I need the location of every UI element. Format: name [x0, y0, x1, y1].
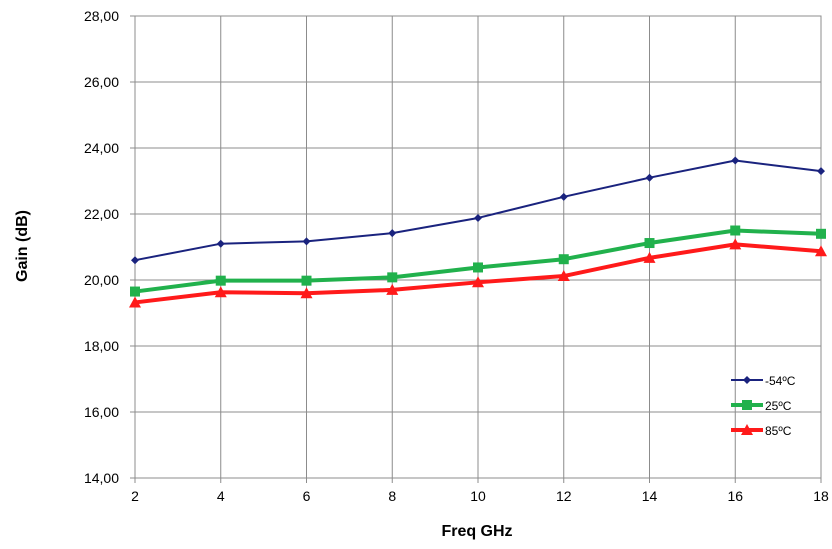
data-point — [214, 286, 227, 298]
legend-swatch-marker — [742, 400, 752, 410]
data-point — [644, 238, 655, 249]
data-point — [645, 173, 654, 182]
legend-label: 85ºC — [765, 424, 792, 438]
legend-label: -54ºC — [765, 374, 796, 388]
data-point — [558, 254, 569, 265]
legend-swatch-marker — [741, 424, 753, 435]
y-tick-label: 20,00 — [84, 272, 119, 288]
x-tick-label: 12 — [556, 488, 572, 504]
y-tick-label: 22,00 — [84, 206, 119, 222]
axes: 14,00 16,00 18,00 20,00 22,00 24,00 26,00 28,00… — [84, 8, 829, 504]
data-point — [130, 286, 140, 297]
x-tick-label: 6 — [303, 488, 311, 504]
data-point — [473, 262, 483, 273]
data-point — [729, 238, 742, 250]
data-point — [472, 276, 484, 288]
y-tick-label: 14,00 — [84, 470, 119, 486]
series-3 — [129, 238, 827, 308]
x-axis-title: Freq GHz — [441, 523, 512, 540]
legend: -54ºC 25ºC 85ºC — [731, 374, 796, 438]
legend-swatch-marker — [743, 376, 751, 384]
data-point — [131, 256, 139, 265]
data-point — [388, 229, 397, 238]
y-tick-label: 24,00 — [84, 140, 119, 156]
data-point — [643, 251, 656, 263]
data-point — [817, 167, 825, 176]
data-point — [129, 296, 141, 308]
y-tick-label: 28,00 — [84, 8, 119, 24]
data-point — [474, 213, 482, 222]
y-tick-label: 16,00 — [84, 404, 119, 420]
x-tick-label: 10 — [470, 488, 486, 504]
data-point — [730, 225, 741, 236]
y-tick-label: 18,00 — [84, 338, 119, 354]
data-point — [816, 228, 826, 239]
x-tick-label: 8 — [388, 488, 396, 504]
data-point — [301, 275, 312, 286]
data-point — [559, 192, 568, 201]
data-point — [300, 287, 313, 299]
legend-label: 25ºC — [765, 399, 792, 413]
data-point — [216, 239, 225, 248]
x-tick-label: 14 — [642, 488, 658, 504]
data-point — [815, 245, 827, 257]
data-point — [215, 275, 226, 286]
data-point — [387, 272, 398, 283]
x-tick-label: 18 — [813, 488, 829, 504]
x-tick-label: 16 — [727, 488, 743, 504]
x-tick-label: 2 — [131, 488, 139, 504]
series-1 — [131, 156, 825, 265]
x-tick-label: 4 — [217, 488, 225, 504]
data-point — [557, 270, 570, 282]
series-2 — [130, 225, 826, 297]
data-point — [731, 156, 740, 165]
y-axis-title: Gain (dB) — [14, 210, 31, 282]
y-tick-label: 26,00 — [84, 74, 119, 90]
data-point — [302, 237, 311, 246]
data-point — [386, 283, 399, 295]
series-group — [129, 156, 827, 308]
